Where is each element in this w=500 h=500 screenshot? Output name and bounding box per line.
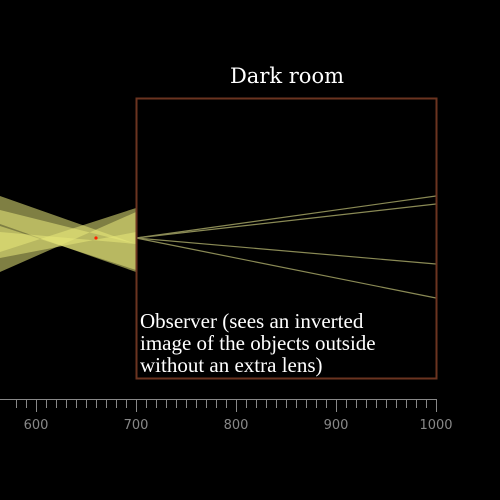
ruler-tick-label: 700	[124, 418, 149, 433]
ruler-tick-label: 600	[24, 418, 49, 433]
ruler-tick-label: 800	[224, 418, 249, 433]
dark-room-box	[135, 97, 438, 380]
position-ruler: 600 700 800 900 1000	[0, 399, 453, 433]
room-title: Dark room	[229, 64, 345, 88]
observer-caption-line-2: image of the objects outside	[140, 331, 376, 355]
projected-ray-2	[135, 203, 437, 239]
ruler-tick-label: 1000	[419, 418, 452, 433]
observer-caption-line-3: without an extra lens)	[140, 353, 323, 377]
light-source-marker	[94, 236, 98, 240]
observer-caption-line-1: Observer (sees an inverted	[140, 309, 364, 333]
projected-ray-3	[135, 237, 437, 265]
incoming-light-beams	[0, 196, 136, 272]
projected-rays	[135, 195, 437, 299]
ruler-tick-label: 900	[324, 418, 349, 433]
projected-ray-4	[135, 237, 437, 299]
light-beam-4	[0, 232, 136, 258]
observer-caption: Observer (sees an inverted image of the …	[140, 310, 440, 376]
projected-ray-1	[135, 195, 437, 239]
